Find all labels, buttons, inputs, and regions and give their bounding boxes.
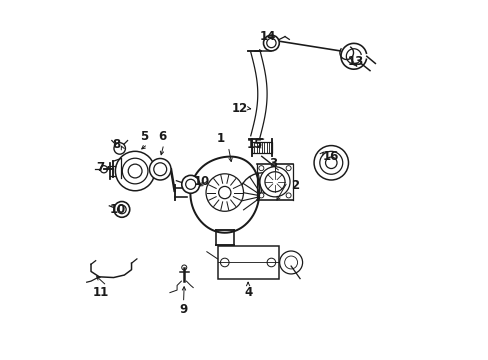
Circle shape [260, 167, 289, 197]
Text: 12: 12 [232, 102, 248, 115]
Bar [217, 246, 278, 279]
Text: 5: 5 [140, 130, 148, 144]
Text: 16: 16 [322, 150, 338, 163]
Text: 6: 6 [158, 130, 166, 144]
Bar [251, 142, 271, 153]
Text: 15: 15 [246, 138, 262, 150]
Text: 13: 13 [347, 55, 363, 68]
Circle shape [263, 35, 279, 51]
Circle shape [149, 158, 171, 180]
Text: 14: 14 [259, 30, 275, 43]
Text: 11: 11 [92, 287, 108, 300]
Circle shape [182, 175, 199, 193]
Text: 10: 10 [193, 175, 209, 188]
Circle shape [205, 174, 243, 211]
Text: 10: 10 [110, 203, 126, 216]
Circle shape [114, 143, 125, 154]
Circle shape [115, 151, 155, 191]
Text: 7: 7 [96, 161, 104, 174]
Circle shape [313, 145, 348, 180]
Text: 2: 2 [290, 179, 298, 192]
Circle shape [279, 251, 302, 274]
Circle shape [114, 202, 129, 217]
Circle shape [218, 186, 230, 199]
Text: 1: 1 [217, 132, 225, 145]
Text: 3: 3 [268, 157, 277, 170]
Text: 9: 9 [179, 303, 187, 316]
Text: 8: 8 [112, 138, 121, 150]
Text: 4: 4 [244, 287, 252, 300]
